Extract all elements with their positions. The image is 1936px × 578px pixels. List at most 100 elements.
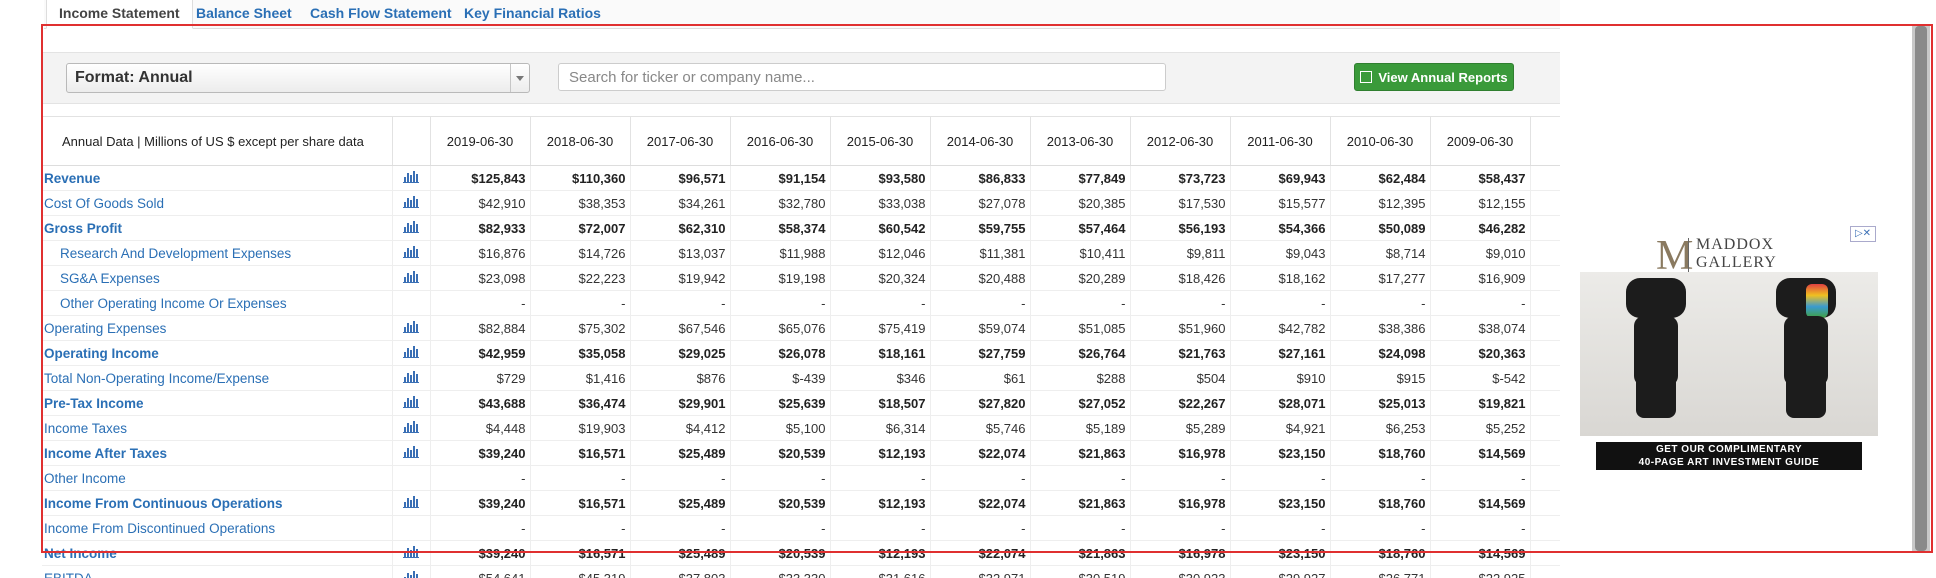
row-label-link[interactable]: Cost Of Goods Sold [42, 190, 393, 216]
value-cell: $17,530 [1130, 190, 1231, 216]
value-cell: $33,038 [830, 190, 931, 216]
value-cell: $16,978 [1130, 490, 1231, 516]
chevron-down-icon[interactable] [510, 64, 529, 92]
tab-income-statement[interactable]: Income Statement [46, 0, 193, 29]
bar-chart-icon[interactable] [403, 195, 419, 208]
value-cell: $75,419 [830, 315, 931, 341]
value-cell: - [1330, 290, 1431, 316]
bar-chart-icon[interactable] [403, 395, 419, 408]
table-row: Cost Of Goods Sold $42,910 $38,353 $34,261 $… [42, 190, 1560, 216]
advertisement[interactable]: ▷✕ M MADDOX GALLERY GET OUR COMPLIMENTAR… [1578, 224, 1880, 472]
row-label-link[interactable]: Income After Taxes [42, 440, 393, 466]
value-cell [1530, 465, 1560, 491]
value-cell: - [1230, 515, 1331, 541]
bar-chart-icon[interactable] [403, 345, 419, 358]
row-label-link[interactable]: Gross Profit [42, 215, 393, 241]
value-cell: $26,764 [1030, 340, 1131, 366]
table-row: Gross Profit $82,933 $72,007 $62,310 $58,374… [42, 215, 1560, 241]
row-label-link[interactable]: EBITDA [42, 565, 393, 578]
bar-chart-icon[interactable] [403, 570, 419, 578]
value-cell: $5,252 [1430, 415, 1531, 441]
row-label-link[interactable]: Income From Continuous Operations [42, 490, 393, 516]
value-cell: $75,302 [530, 315, 631, 341]
row-label-link[interactable]: Revenue [42, 165, 393, 191]
value-cell: $72,007 [530, 215, 631, 241]
value-cell: $30,923 [1130, 565, 1231, 578]
ad-cta-banner[interactable]: GET OUR COMPLIMENTARY 40-PAGE ART INVEST… [1596, 442, 1862, 470]
bar-chart-icon[interactable] [403, 170, 419, 183]
value-cell: - [830, 290, 931, 316]
bar-chart-icon[interactable] [403, 270, 419, 283]
bar-chart-icon[interactable] [403, 420, 419, 433]
row-label-link[interactable]: Other Operating Income Or Expenses [42, 290, 393, 316]
view-annual-reports-button[interactable]: View Annual Reports [1354, 63, 1514, 91]
value-cell: $12,395 [1330, 190, 1431, 216]
bar-chart-icon[interactable] [403, 320, 419, 333]
row-label-link[interactable]: Research And Development Expenses [42, 240, 393, 266]
row-label-link[interactable]: Income Taxes [42, 415, 393, 441]
value-cell: $50,089 [1330, 215, 1431, 241]
bar-chart-icon[interactable] [403, 445, 419, 458]
value-cell: $22,925 [1430, 565, 1531, 578]
format-select[interactable]: Format: Annual [66, 63, 530, 93]
search-input[interactable] [558, 63, 1166, 91]
bar-chart-icon[interactable] [403, 220, 419, 233]
chart-cell [392, 240, 431, 266]
vertical-scrollbar[interactable] [1912, 24, 1930, 553]
value-cell: - [630, 290, 731, 316]
value-cell: - [1230, 465, 1331, 491]
chart-cell [392, 540, 431, 566]
value-cell: $12,155 [1430, 190, 1531, 216]
year-header: 2012-06-30 [1130, 116, 1231, 166]
table-header-label: Annual Data | Millions of US $ except pe… [42, 116, 393, 166]
value-cell: $16,571 [530, 540, 631, 566]
value-cell [1530, 240, 1560, 266]
chart-cell [392, 215, 431, 241]
scrollbar-thumb[interactable] [1915, 26, 1927, 551]
table-row: Income From Continuous Operations $39,240… [42, 490, 1560, 516]
chart-cell [392, 490, 431, 516]
row-label-link[interactable]: SG&A Expenses [42, 265, 393, 291]
tab-balance-sheet[interactable]: Balance Sheet [196, 5, 292, 21]
row-label-link[interactable]: Other Income [42, 465, 393, 491]
row-label-link[interactable]: Net Income [42, 540, 393, 566]
value-cell [1530, 390, 1560, 416]
value-cell: $69,943 [1230, 165, 1331, 191]
chart-cell [392, 390, 431, 416]
tab-cash-flow-statement[interactable]: Cash Flow Statement [310, 5, 452, 21]
value-cell: $915 [1330, 365, 1431, 391]
value-cell: - [1330, 515, 1431, 541]
value-cell: $22,074 [930, 440, 1031, 466]
ad-choices-close-icon[interactable]: ▷✕ [1850, 226, 1876, 242]
row-label-link[interactable]: Income From Discontinued Operations [42, 515, 393, 541]
value-cell: $58,374 [730, 215, 831, 241]
table-row: EBITDA $54,641 $45,319 $37,803 $33,330 $31,61… [42, 565, 1560, 578]
row-label-link[interactable]: Total Non-Operating Income/Expense [42, 365, 393, 391]
bar-chart-icon[interactable] [403, 545, 419, 558]
value-cell: $39,240 [430, 490, 531, 516]
value-cell: $9,010 [1430, 240, 1531, 266]
value-cell: - [730, 290, 831, 316]
value-cell: $876 [630, 365, 731, 391]
tab-key-financial-ratios[interactable]: Key Financial Ratios [464, 5, 601, 21]
bar-chart-icon[interactable] [403, 370, 419, 383]
bar-chart-icon[interactable] [403, 245, 419, 258]
row-label-link[interactable]: Operating Income [42, 340, 393, 366]
value-cell: $9,043 [1230, 240, 1331, 266]
bar-chart-icon[interactable] [403, 495, 419, 508]
table-row: Total Non-Operating Income/Expense $729 $1… [42, 365, 1560, 391]
chart-cell [392, 340, 431, 366]
value-cell: $22,074 [930, 490, 1031, 516]
value-cell: - [430, 290, 531, 316]
value-cell: $91,154 [730, 165, 831, 191]
table-row: Income After Taxes $39,240 $16,571 $25,489 $… [42, 440, 1560, 466]
value-cell: $20,539 [730, 540, 831, 566]
row-label-link[interactable]: Pre-Tax Income [42, 390, 393, 416]
value-cell: - [1430, 290, 1531, 316]
value-cell: $51,960 [1130, 315, 1231, 341]
value-cell: $35,058 [530, 340, 631, 366]
row-label-link[interactable]: Operating Expenses [42, 315, 393, 341]
value-cell: $11,381 [930, 240, 1031, 266]
value-cell: - [630, 465, 731, 491]
value-cell: $77,849 [1030, 165, 1131, 191]
